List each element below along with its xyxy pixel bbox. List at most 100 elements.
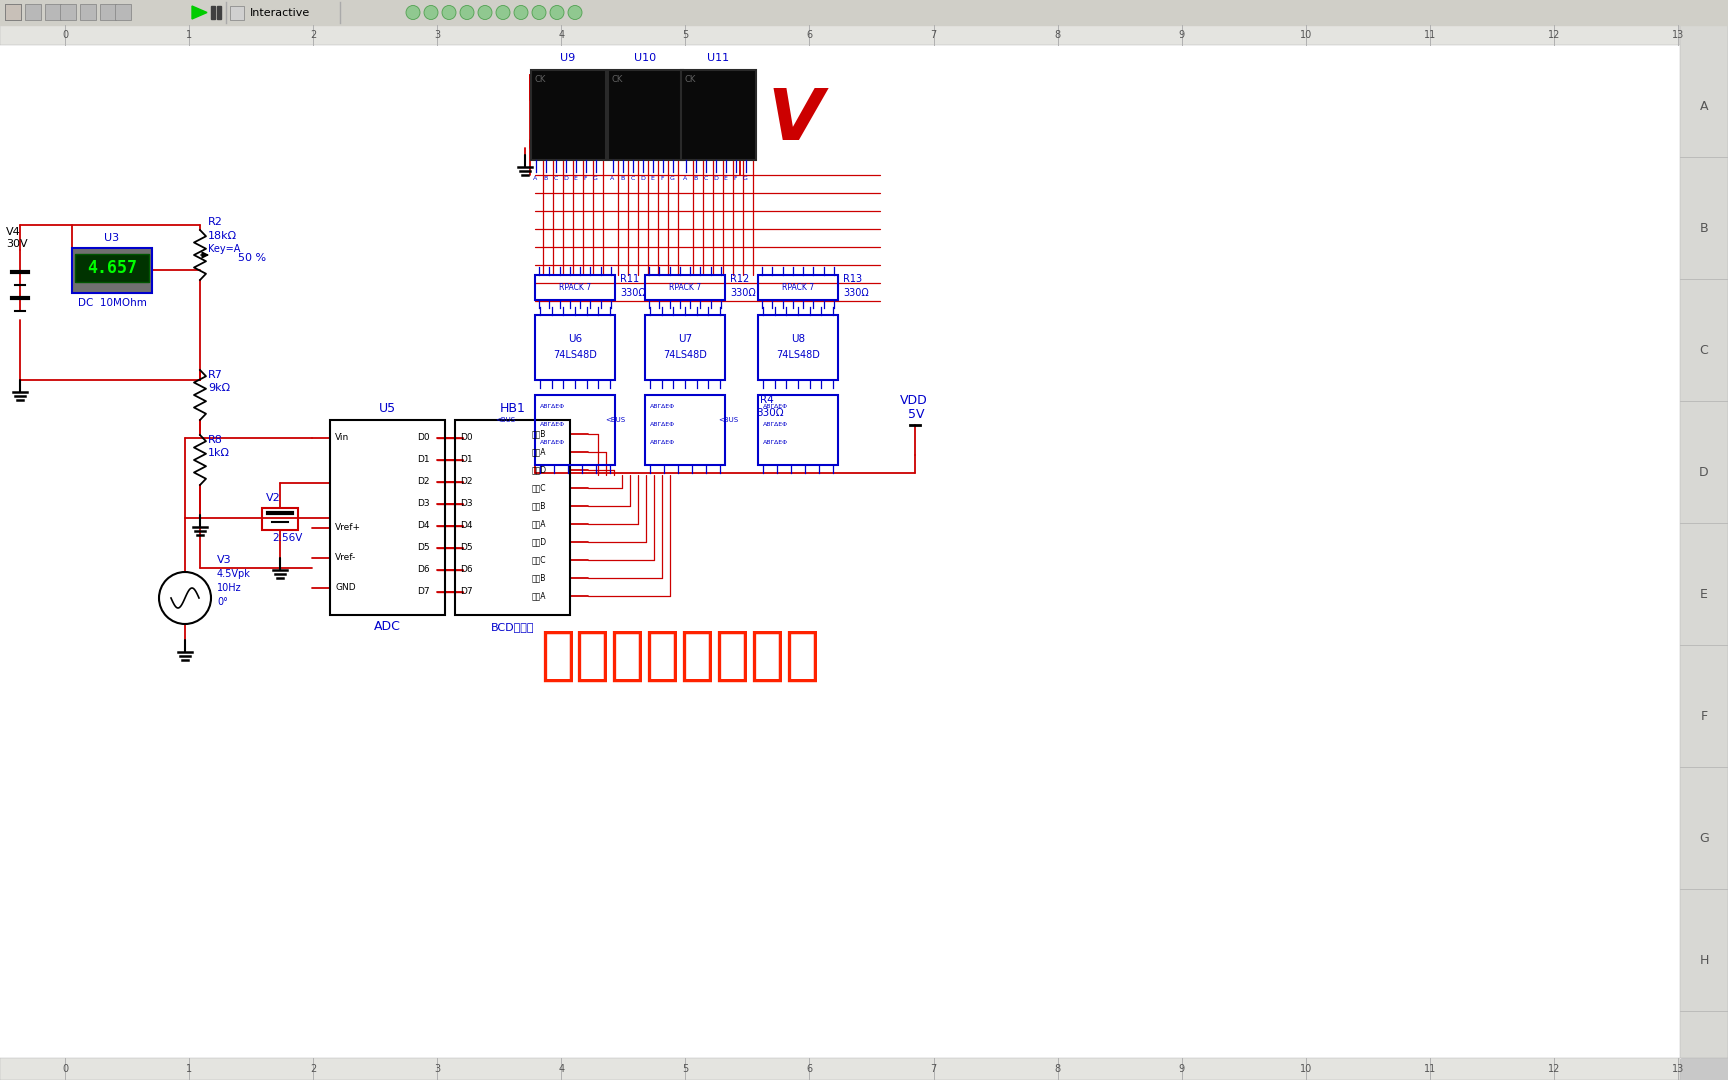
Text: D7: D7 [416, 588, 430, 596]
Text: F: F [734, 175, 738, 180]
Text: 30V: 30V [5, 239, 28, 249]
Text: VDD: VDD [900, 393, 928, 406]
Text: 百位B: 百位B [532, 430, 546, 438]
Circle shape [479, 5, 492, 19]
Bar [759, 275, 838, 300]
Text: 330Ω: 330Ω [757, 408, 783, 418]
Bar [5, 4, 21, 21]
Text: 2.56V: 2.56V [271, 534, 302, 543]
Text: ΑΒΓΔΕΦ: ΑΒΓΔΕΦ [539, 422, 565, 428]
Bar [24, 4, 41, 21]
Bar [536, 315, 615, 380]
Text: 11: 11 [1424, 30, 1436, 40]
Text: 十位A: 十位A [532, 519, 546, 528]
Text: BCD译码器: BCD译码器 [491, 622, 534, 632]
Text: B: B [693, 175, 698, 180]
Text: 十位D: 十位D [532, 465, 548, 474]
Text: F: F [660, 175, 664, 180]
Text: 10Hz: 10Hz [218, 583, 242, 593]
Text: C: C [631, 175, 634, 180]
Circle shape [513, 5, 529, 19]
Text: A: A [683, 175, 688, 180]
Text: G: G [670, 175, 676, 180]
Text: CK: CK [612, 76, 622, 84]
Bar [100, 4, 116, 21]
Text: 5: 5 [683, 1064, 688, 1074]
Bar [73, 248, 152, 293]
Text: E: E [1700, 588, 1707, 600]
Text: R12: R12 [729, 274, 750, 284]
Text: 74LS48D: 74LS48D [664, 351, 707, 361]
Text: 8: 8 [1054, 1064, 1061, 1074]
Text: 0°: 0° [218, 597, 228, 607]
Text: 9kΩ: 9kΩ [207, 383, 230, 393]
Text: D4: D4 [416, 522, 430, 530]
Circle shape [406, 5, 420, 19]
Text: Key=A: Key=A [207, 244, 240, 254]
Text: D3: D3 [416, 499, 430, 509]
Circle shape [532, 5, 546, 19]
Text: <BUS: <BUS [494, 417, 515, 423]
Text: V4: V4 [5, 227, 21, 237]
Text: 2: 2 [309, 1064, 316, 1074]
Bar [645, 395, 726, 465]
Text: 11: 11 [1424, 1064, 1436, 1074]
Text: ΑΒΓΔΕΦ: ΑΒΓΔΕΦ [650, 405, 676, 409]
Text: 5: 5 [683, 30, 688, 40]
Text: V: V [767, 85, 823, 154]
Bar [536, 395, 615, 465]
Text: ΑΒΓΔΕΦ: ΑΒΓΔΕΦ [650, 422, 676, 428]
Text: F: F [1700, 710, 1707, 723]
Text: 7: 7 [930, 1064, 937, 1074]
Text: ADC: ADC [373, 621, 401, 634]
Text: 8: 8 [1054, 30, 1061, 40]
Text: R2: R2 [207, 217, 223, 227]
Bar [218, 6, 221, 19]
Text: C: C [1700, 343, 1709, 356]
Text: ΑΒΓΔΕΦ: ΑΒΓΔΕΦ [650, 441, 676, 445]
Text: GND: GND [335, 583, 356, 593]
Text: 10: 10 [1299, 1064, 1312, 1074]
Bar [74, 254, 149, 282]
Circle shape [442, 5, 456, 19]
Bar [454, 420, 570, 615]
Text: D5: D5 [416, 543, 430, 553]
Text: 个位A: 个位A [532, 592, 546, 600]
Polygon shape [192, 6, 207, 19]
Text: ΑΒΓΔΕΦ: ΑΒΓΔΕΦ [539, 405, 565, 409]
Text: R13: R13 [843, 274, 862, 284]
Text: D0: D0 [460, 433, 473, 443]
Text: R8: R8 [207, 435, 223, 445]
Text: Interactive: Interactive [251, 8, 311, 17]
Text: D5: D5 [460, 543, 473, 553]
Text: D3: D3 [460, 499, 473, 509]
Bar [5, 4, 21, 21]
Text: Vref-: Vref- [335, 553, 356, 563]
Text: 1kΩ: 1kΩ [207, 448, 230, 458]
Text: E: E [574, 175, 577, 180]
Text: 3: 3 [434, 1064, 441, 1074]
Text: 个位B: 个位B [532, 573, 546, 582]
Text: U8: U8 [791, 335, 805, 345]
Text: D1: D1 [460, 456, 473, 464]
Bar [645, 275, 726, 300]
Text: U6: U6 [569, 335, 582, 345]
Text: U11: U11 [707, 53, 729, 63]
Bar [608, 70, 683, 160]
Text: Vref+: Vref+ [335, 524, 361, 532]
Text: 4: 4 [558, 30, 565, 40]
Text: D: D [639, 175, 645, 180]
Text: U9: U9 [560, 53, 575, 63]
Text: 74LS48D: 74LS48D [553, 351, 596, 361]
Text: 13: 13 [1673, 30, 1685, 40]
Text: B: B [620, 175, 624, 180]
Text: C: C [703, 175, 708, 180]
Text: RPACK 7: RPACK 7 [783, 283, 814, 292]
Text: R4: R4 [760, 395, 774, 405]
Text: 3: 3 [434, 30, 441, 40]
Text: V3: V3 [218, 555, 232, 565]
Text: D6: D6 [416, 566, 430, 575]
Text: 6: 6 [807, 1064, 812, 1074]
Text: G: G [593, 175, 598, 180]
Text: 9: 9 [1178, 30, 1185, 40]
